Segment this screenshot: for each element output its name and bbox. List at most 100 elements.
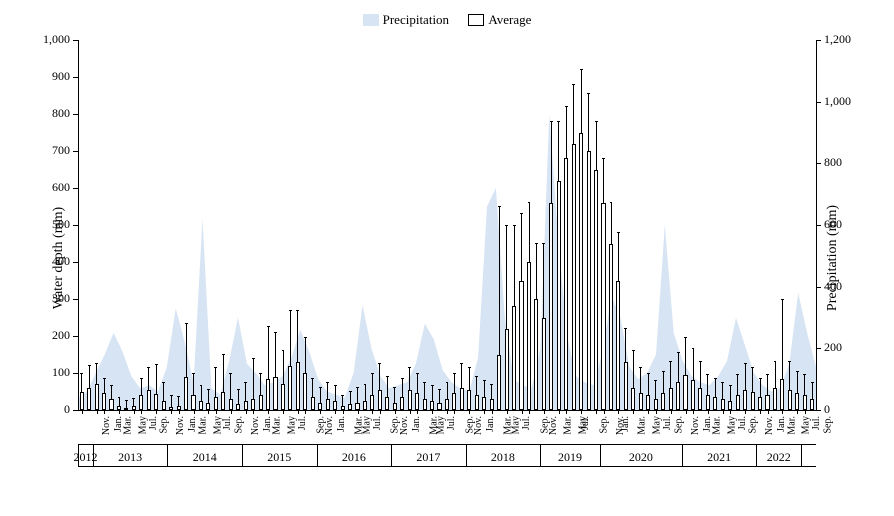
error-cap <box>408 367 411 368</box>
bar <box>594 170 598 411</box>
error-bar <box>812 382 813 399</box>
error-cap <box>319 387 322 388</box>
error-bar <box>722 382 723 399</box>
error-cap <box>274 332 277 333</box>
bar <box>326 399 330 410</box>
y-left-tick <box>73 188 78 189</box>
bar <box>765 395 769 410</box>
error-cap <box>140 378 143 379</box>
x-tick <box>656 410 657 414</box>
error-bar <box>290 310 291 366</box>
error-bar <box>238 390 239 405</box>
error-bar <box>633 351 634 388</box>
bar <box>415 393 419 410</box>
bar <box>505 329 509 410</box>
x-month-label: Jul. <box>812 416 823 430</box>
error-bar <box>141 379 142 396</box>
error-bar <box>357 388 358 403</box>
bar <box>654 399 658 410</box>
bar <box>609 244 613 411</box>
x-month-label: May <box>286 416 297 434</box>
x-month-label: Nov. <box>690 416 701 435</box>
x-month-label: Nov. <box>101 416 112 435</box>
error-bar <box>514 225 515 306</box>
x-year-label: 2022 <box>767 450 791 465</box>
error-cap <box>88 365 91 366</box>
error-cap <box>565 106 568 107</box>
bar <box>788 390 792 410</box>
year-sep <box>167 444 168 466</box>
error-bar <box>663 371 664 393</box>
error-cap <box>654 380 657 381</box>
y-right-tick-label: 200 <box>824 340 842 355</box>
bar <box>557 181 561 410</box>
error-cap <box>364 384 367 385</box>
bar <box>318 403 322 410</box>
bar <box>266 379 270 410</box>
x-tick <box>760 410 761 414</box>
error-bar <box>335 386 336 401</box>
error-cap <box>214 367 217 368</box>
year-sep <box>756 444 757 466</box>
error-cap <box>147 367 150 368</box>
x-month-label: Nov. <box>764 416 775 435</box>
error-bar <box>484 380 485 397</box>
error-bar <box>260 373 261 395</box>
bar <box>87 388 91 410</box>
x-month-label: May <box>801 416 812 434</box>
error-cap <box>378 363 381 364</box>
error-bar <box>96 364 97 384</box>
error-bar <box>305 338 306 373</box>
bar <box>191 395 195 410</box>
x-month-label: Nov. <box>250 416 261 435</box>
bar <box>721 399 725 410</box>
error-bar <box>89 366 90 388</box>
bar <box>639 393 643 410</box>
error-bar <box>611 203 612 244</box>
error-cap <box>557 121 560 122</box>
x-month-label: May <box>726 416 737 434</box>
error-bar <box>201 386 202 401</box>
bar <box>221 392 225 411</box>
bar <box>512 306 516 410</box>
error-cap <box>505 225 508 226</box>
error-cap <box>237 389 240 390</box>
bar <box>437 403 441 410</box>
x-tick <box>320 410 321 414</box>
bar <box>408 390 412 410</box>
bar <box>542 318 546 411</box>
x-year-label: 2013 <box>118 450 142 465</box>
y-left-tick <box>73 114 78 115</box>
bar <box>139 395 143 410</box>
error-cap <box>721 382 724 383</box>
error-bar <box>424 382 425 399</box>
error-cap <box>289 310 292 311</box>
x-month-label: Sep. <box>673 416 684 434</box>
y-left-tick-label: 600 <box>52 180 70 195</box>
legend-label-avg: Average <box>488 12 531 28</box>
y-left-tick <box>73 262 78 263</box>
error-bar <box>685 338 686 375</box>
error-cap <box>796 371 799 372</box>
x-tick <box>343 410 344 414</box>
legend-label-precip: Precipitation <box>383 12 449 28</box>
bar <box>579 133 583 411</box>
error-bar <box>521 214 522 281</box>
x-tick <box>380 410 381 414</box>
bar <box>758 397 762 410</box>
error-cap <box>118 397 121 398</box>
y-right-tick <box>816 163 821 164</box>
x-month-label: Nov. <box>474 416 485 435</box>
x-month-label: Sep. <box>599 416 610 434</box>
year-row-top <box>78 444 816 445</box>
x-tick <box>454 410 455 414</box>
x-month-label: Mar. <box>197 416 208 435</box>
x-month-label: May <box>436 416 447 434</box>
bar <box>467 390 471 410</box>
error-cap <box>647 373 650 374</box>
error-cap <box>334 385 337 386</box>
x-month-label: May <box>361 416 372 434</box>
x-month-label: Mar. <box>786 416 797 435</box>
error-cap <box>132 398 135 399</box>
x-tick <box>119 410 120 414</box>
